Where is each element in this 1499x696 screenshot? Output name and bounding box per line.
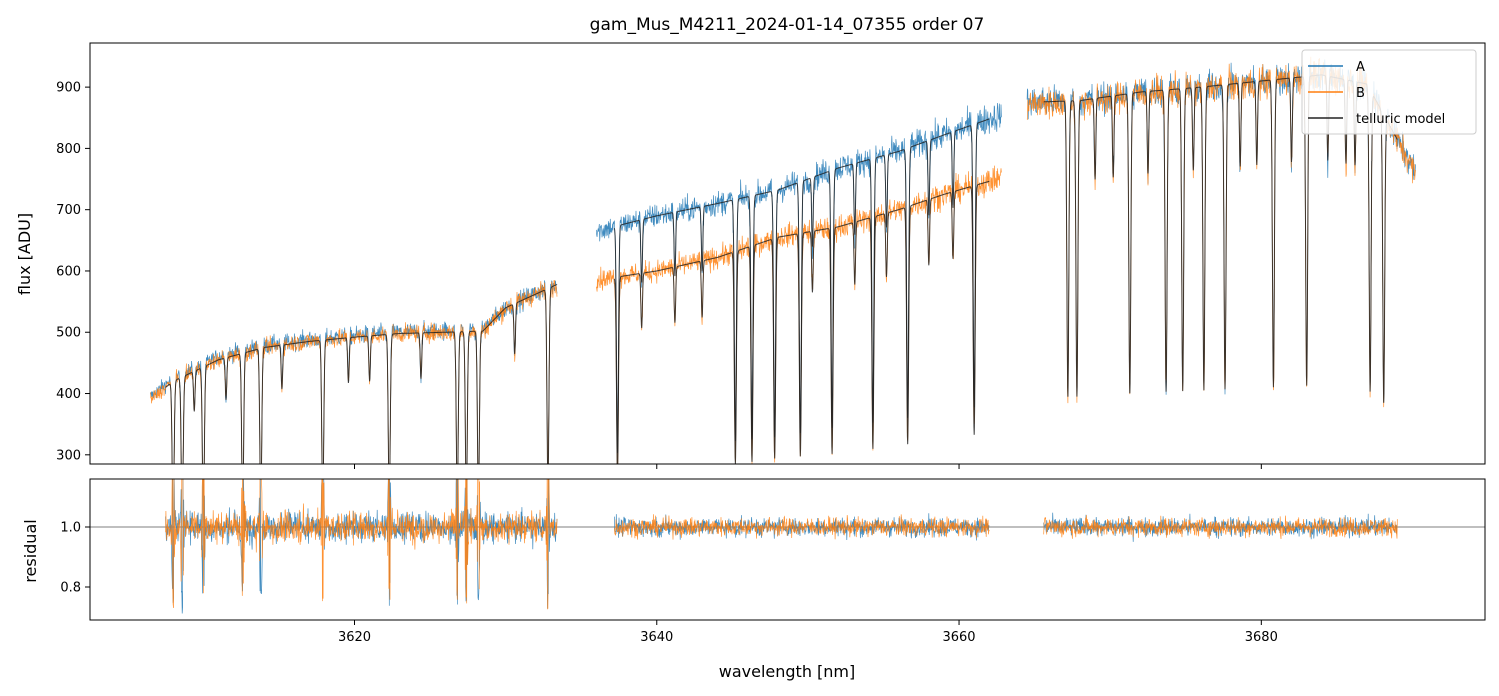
x-tick-label-3660: 3660 [942,630,975,645]
residual-b-segment-1 [614,514,990,540]
legend-label-b: B [1356,86,1365,101]
telluric-segment-0 [165,284,558,464]
x-axis-label: wavelength [nm] [719,662,856,681]
bottom-panel: 0.8 1.0 3620 3640 3660 3680 residual wavelen… [21,478,1486,681]
chart-title: gam_Mus_M4211_2024-01-14_07355 order 07 [590,15,985,35]
top-y-tick-label-700: 700 [56,203,81,218]
legend-label-telluric: telluric model [1356,112,1445,127]
bottom-y-tick-label-0.8: 0.8 [60,581,81,596]
x-tick-label-3620: 3620 [338,630,371,645]
top-panel: 300 400 500 600 700 800 900 flux [ADU] A B tel… [15,42,1486,469]
legend-box [1301,49,1477,135]
top-y-axis-label: flux [ADU] [15,213,34,295]
series-b-segment-0 [150,280,558,464]
residual-b-segment-0 [165,479,558,610]
top-plot-frame [89,42,1486,465]
top-y-tick-label-500: 500 [56,326,81,341]
top-y-tick-label-600: 600 [56,264,81,279]
top-y-tick-label-900: 900 [56,81,81,96]
bottom-y-tick-label-1: 1.0 [60,521,81,536]
legend: A B telluric model [1301,49,1477,135]
x-tick-label-3640: 3640 [640,630,673,645]
legend-label-a: A [1356,60,1365,75]
top-y-tick-label-300: 300 [56,448,81,463]
residual-b-segment-2 [1043,515,1398,540]
x-tick-label-3680: 3680 [1245,630,1278,645]
bottom-plot-frame [89,478,1486,621]
telluric-segment-1 [613,118,990,453]
telluric-segment-2 [613,180,990,464]
top-y-tick-label-800: 800 [56,142,81,157]
residual-series-b [165,479,1398,610]
top-y-tick-label-400: 400 [56,387,81,402]
bottom-y-axis-label: residual [21,519,40,582]
